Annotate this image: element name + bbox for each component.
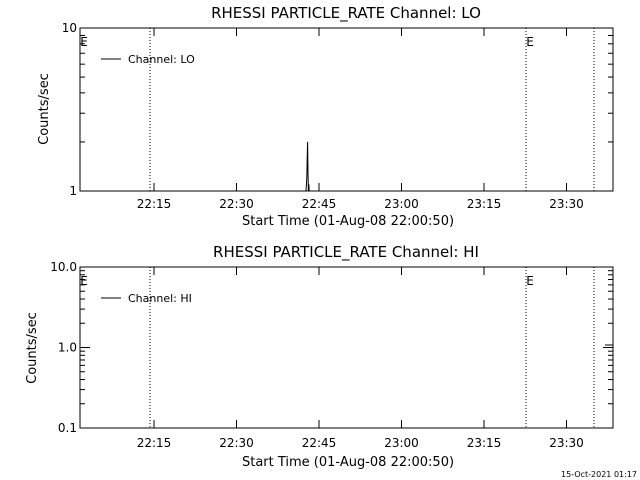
y-tick-label: 1 — [69, 184, 77, 198]
panel-hi: RHESSI PARTICLE_RATE Channel: HI 22:15 22… — [25, 243, 614, 470]
y-ticks-lo: 1 10 — [62, 21, 613, 198]
x-tick-label: 22:30 — [219, 436, 254, 450]
y-tick-label: 0.1 — [58, 421, 77, 435]
x-tick-label: 22:15 — [137, 436, 172, 450]
series-line — [305, 141, 310, 192]
event-marker-label: E — [80, 274, 88, 288]
event-marker-label: E — [80, 35, 88, 49]
y-tick-label: 10.0 — [50, 260, 77, 274]
legend-label-lo: Channel: LO — [128, 53, 195, 66]
y-axis-label-lo: Counts/sec — [37, 73, 52, 145]
x-axis-label-hi: Start Time (01-Aug-08 22:00:50) — [242, 455, 454, 470]
x-tick-label: 22:30 — [219, 197, 254, 211]
x-tick-label: 22:15 — [137, 197, 172, 211]
x-tick-label: 22:45 — [302, 197, 337, 211]
x-ticks-hi: 22:15 22:30 22:45 23:00 23:15 23:30 — [137, 267, 584, 450]
event-marker-label: E — [526, 35, 534, 49]
chart-title-hi: RHESSI PARTICLE_RATE Channel: HI — [213, 243, 479, 262]
event-marker-label: E — [526, 274, 534, 288]
y-tick-label: 1.0 — [58, 341, 77, 355]
plot-frame-lo — [79, 27, 614, 192]
x-tick-label: 23:30 — [549, 436, 584, 450]
vlines-lo — [149, 28, 595, 191]
y-tick-label: 10 — [62, 21, 77, 35]
panel-lo: RHESSI PARTICLE_RATE Channel: LO 22:15 22… — [37, 4, 614, 229]
x-axis-label-lo: Start Time (01-Aug-08 22:00:50) — [242, 214, 454, 229]
x-tick-label: 23:15 — [467, 197, 502, 211]
y-ticks-hi: 0.1 1.0 10.0 — [50, 260, 613, 435]
y-axis-label-hi: Counts/sec — [25, 312, 40, 384]
x-tick-label: 23:00 — [384, 436, 419, 450]
x-tick-label: 23:15 — [467, 436, 502, 450]
x-ticks-lo: 22:15 22:30 22:45 23:00 23:15 23:30 — [137, 28, 584, 211]
x-tick-label: 23:30 — [549, 197, 584, 211]
timestamp: 15-Oct-2021 01:17 — [561, 470, 637, 479]
x-tick-label: 23:00 — [384, 197, 419, 211]
chart-title-lo: RHESSI PARTICLE_RATE Channel: LO — [211, 4, 481, 23]
x-tick-label: 22:45 — [302, 436, 337, 450]
vlines-hi — [149, 267, 595, 428]
legend-label-hi: Channel: HI — [128, 292, 192, 305]
series-lo — [305, 141, 310, 192]
